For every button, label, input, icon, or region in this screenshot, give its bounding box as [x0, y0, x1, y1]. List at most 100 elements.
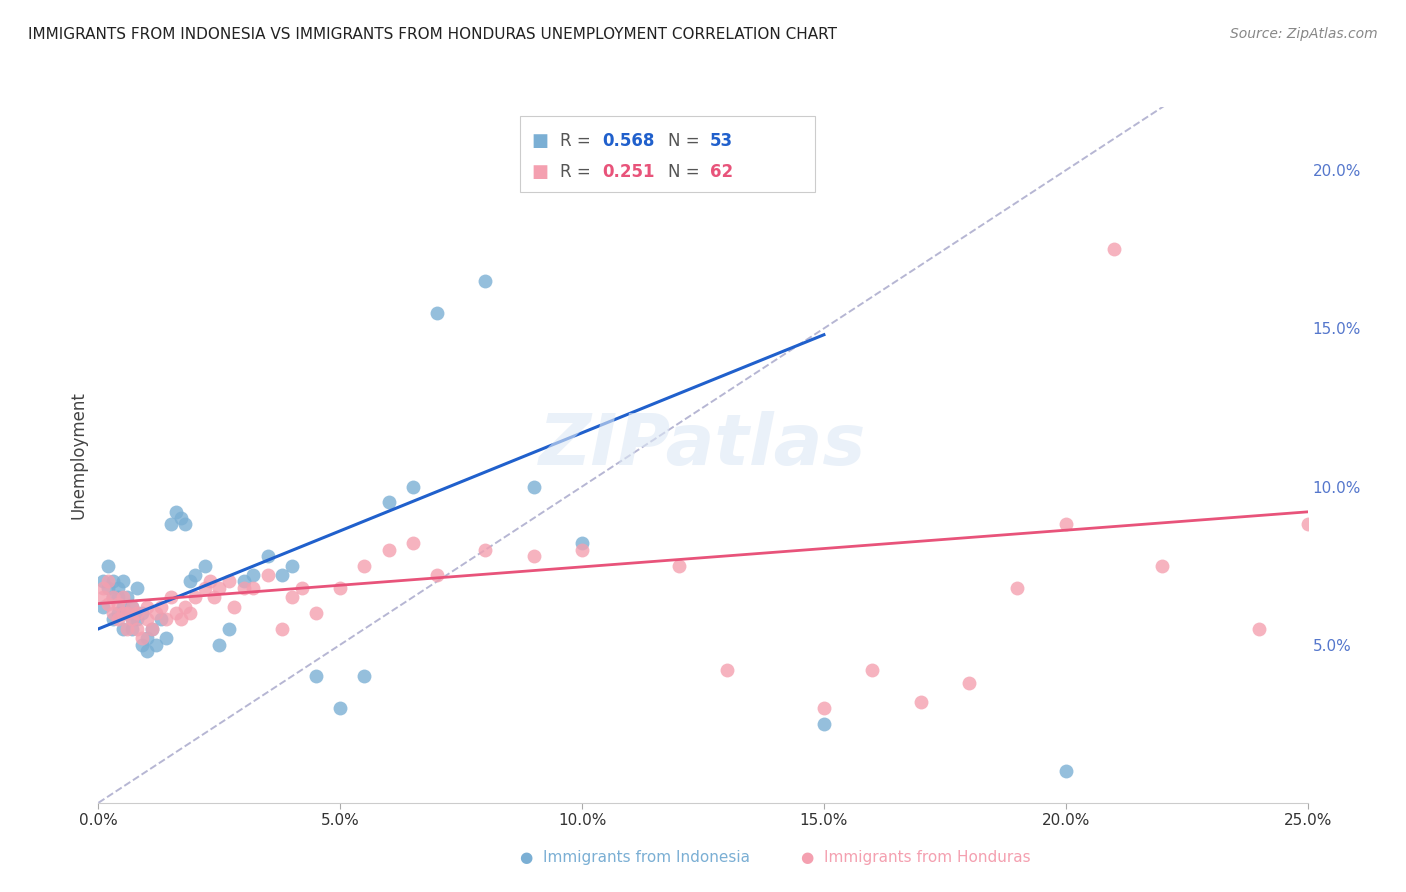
Point — [218, 622, 240, 636]
Point — [165, 606, 187, 620]
Point — [97, 574, 120, 589]
Point — [353, 558, 375, 573]
Point — [426, 568, 449, 582]
Point — [402, 479, 425, 493]
Point — [169, 511, 191, 525]
Point — [204, 591, 226, 605]
Point — [117, 606, 139, 620]
Point — [305, 606, 328, 620]
Point — [160, 591, 183, 605]
Point — [523, 549, 546, 563]
Point — [184, 568, 207, 582]
Point — [97, 597, 120, 611]
Point — [97, 581, 120, 595]
Point — [256, 568, 278, 582]
Point — [218, 574, 240, 589]
Text: 53: 53 — [710, 132, 733, 150]
Text: R =: R = — [560, 163, 596, 181]
Point — [426, 305, 449, 319]
Point — [174, 517, 197, 532]
Point — [1152, 558, 1174, 573]
Text: 62: 62 — [710, 163, 733, 181]
Point — [208, 638, 231, 652]
Point — [716, 663, 738, 677]
Y-axis label: Unemployment: Unemployment — [69, 391, 87, 519]
Point — [101, 574, 124, 589]
Point — [91, 599, 114, 614]
Point — [131, 638, 153, 652]
Point — [111, 574, 134, 589]
Point — [474, 542, 496, 557]
Point — [117, 606, 139, 620]
Point — [271, 568, 294, 582]
Point — [155, 632, 177, 646]
Text: ●  Immigrants from Honduras: ● Immigrants from Honduras — [801, 850, 1031, 865]
Text: ■: ■ — [531, 163, 548, 181]
Point — [474, 274, 496, 288]
Point — [145, 606, 167, 620]
Text: Source: ZipAtlas.com: Source: ZipAtlas.com — [1230, 27, 1378, 41]
Point — [523, 479, 546, 493]
Point — [127, 612, 149, 626]
Text: ●  Immigrants from Indonesia: ● Immigrants from Indonesia — [520, 850, 751, 865]
Point — [174, 599, 197, 614]
Point — [860, 663, 883, 677]
Point — [111, 591, 134, 605]
Point — [101, 591, 124, 605]
Point — [256, 549, 278, 563]
Point — [101, 612, 124, 626]
Point — [141, 622, 163, 636]
Point — [131, 606, 153, 620]
Point — [290, 581, 312, 595]
Point — [232, 574, 254, 589]
Point — [813, 701, 835, 715]
Point — [145, 638, 167, 652]
Point — [222, 599, 245, 614]
Point — [402, 536, 425, 550]
Point — [242, 568, 264, 582]
Point — [107, 606, 129, 620]
Point — [91, 581, 114, 595]
Point — [111, 606, 134, 620]
Text: R =: R = — [560, 132, 596, 150]
Point — [179, 574, 201, 589]
Point — [184, 591, 207, 605]
Point — [1007, 581, 1029, 595]
Point — [165, 505, 187, 519]
Point — [271, 622, 294, 636]
Point — [117, 591, 139, 605]
Point — [1054, 517, 1077, 532]
Point — [111, 622, 134, 636]
Point — [1249, 622, 1271, 636]
Text: 0.568: 0.568 — [602, 132, 654, 150]
Point — [91, 591, 114, 605]
Point — [910, 695, 932, 709]
Point — [150, 612, 173, 626]
Text: N =: N = — [668, 163, 704, 181]
Point — [571, 542, 593, 557]
Point — [281, 591, 304, 605]
Point — [1296, 517, 1319, 532]
Point — [329, 581, 352, 595]
Point — [957, 675, 980, 690]
Point — [101, 606, 124, 620]
Point — [194, 558, 217, 573]
Text: ZIPatlas: ZIPatlas — [540, 411, 866, 481]
Point — [107, 612, 129, 626]
Text: ■: ■ — [531, 132, 548, 150]
Point — [121, 622, 143, 636]
Point — [135, 612, 157, 626]
Point — [97, 558, 120, 573]
Point — [281, 558, 304, 573]
Point — [1102, 243, 1125, 257]
Point — [232, 581, 254, 595]
Point — [353, 669, 375, 683]
Point — [127, 606, 149, 620]
Point — [127, 581, 149, 595]
Point — [121, 599, 143, 614]
Point — [198, 574, 221, 589]
Point — [242, 581, 264, 595]
Point — [131, 632, 153, 646]
Point — [377, 495, 399, 509]
Point — [117, 622, 139, 636]
